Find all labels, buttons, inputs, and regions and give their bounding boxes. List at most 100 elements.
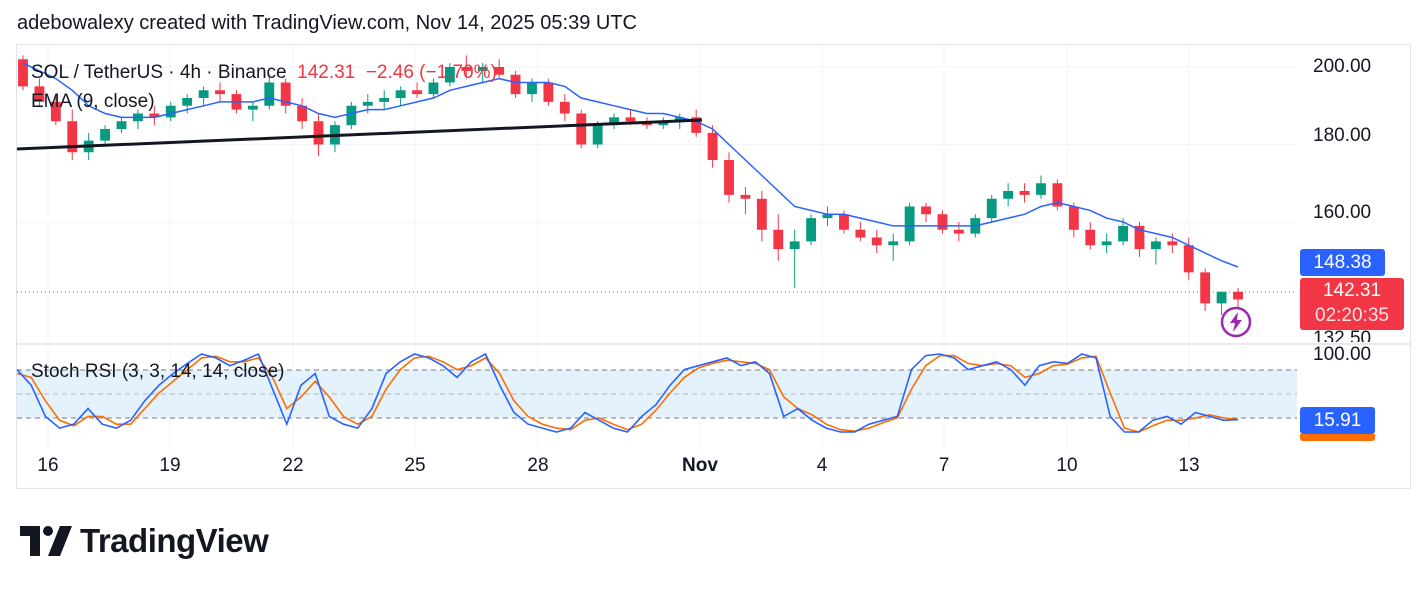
candle[interactable]: [412, 82, 422, 99]
time-axis-label: 16: [37, 455, 59, 476]
candle[interactable]: [428, 78, 439, 98]
candle[interactable]: [1101, 233, 1112, 253]
candle[interactable]: [658, 117, 669, 129]
candle[interactable]: [379, 90, 390, 110]
candle-body: [461, 67, 472, 71]
candle[interactable]: [756, 191, 767, 242]
candle[interactable]: [789, 229, 800, 288]
time-axis-label: 13: [1178, 455, 1200, 476]
last-price-label: 142.31 02:20:35: [1300, 278, 1404, 330]
candle[interactable]: [1003, 183, 1014, 207]
candle[interactable]: [264, 74, 275, 110]
candle[interactable]: [395, 86, 406, 106]
stoch-legend[interactable]: Stoch RSI (3, 3, 14, 14, close): [31, 361, 285, 382]
candle[interactable]: [806, 214, 817, 246]
candle-body: [1003, 191, 1014, 199]
candle[interactable]: [50, 94, 61, 126]
candle[interactable]: [346, 101, 357, 129]
candle[interactable]: [691, 109, 702, 137]
ema-legend[interactable]: EMA (9, close): [31, 91, 155, 112]
candle[interactable]: [724, 152, 734, 203]
candle-body: [871, 237, 882, 246]
candle[interactable]: [1085, 222, 1096, 250]
candle[interactable]: [247, 101, 258, 122]
trendline: [16, 118, 703, 151]
candle-body: [428, 82, 439, 95]
candle[interactable]: [494, 59, 505, 79]
symbol-legend[interactable]: SOL / TetherUS · 4h · Binance 142.31 −2.…: [31, 62, 497, 84]
candle[interactable]: [67, 109, 78, 160]
candle[interactable]: [149, 105, 160, 126]
candle[interactable]: [116, 117, 127, 133]
price-change: −2.46 (−1.70%): [365, 62, 497, 83]
candle[interactable]: [937, 210, 948, 234]
candle[interactable]: [510, 70, 521, 98]
lightning-icon[interactable]: [1220, 306, 1252, 338]
candle[interactable]: [444, 63, 455, 87]
candle[interactable]: [1200, 268, 1211, 312]
candle[interactable]: [1068, 202, 1079, 238]
candle[interactable]: [1036, 175, 1046, 199]
time-axis-label: 7: [938, 455, 950, 476]
candle[interactable]: [855, 222, 866, 242]
candle-body: [789, 241, 800, 250]
candle[interactable]: [871, 229, 882, 253]
candle[interactable]: [953, 222, 964, 242]
symbol-info: SOL / TetherUS · 4h · Binance: [31, 62, 287, 83]
candle[interactable]: [165, 101, 176, 122]
candle[interactable]: [609, 113, 620, 130]
chart-attribution: adebowalexy created with TradingView.com…: [17, 12, 637, 34]
candle-body: [609, 117, 620, 126]
candle[interactable]: [198, 86, 209, 106]
candle[interactable]: [34, 78, 45, 106]
time-axis-label: 4: [816, 455, 828, 476]
candle-body: [67, 121, 78, 153]
candle-body: [1200, 272, 1211, 304]
time-axis-label: Nov: [682, 455, 718, 476]
candle-body: [658, 121, 669, 126]
candle[interactable]: [904, 202, 915, 246]
candle[interactable]: [576, 109, 587, 149]
candle-body: [740, 194, 751, 199]
candle[interactable]: [707, 125, 718, 168]
candle[interactable]: [297, 98, 308, 129]
candle[interactable]: [1052, 179, 1063, 211]
candle[interactable]: [1134, 222, 1145, 257]
stoch-d-value-marker: [1300, 434, 1375, 441]
candle[interactable]: [740, 187, 751, 215]
tradingview-wordmark: TradingView: [80, 522, 269, 559]
candle-body: [198, 90, 209, 98]
candle[interactable]: [215, 82, 225, 102]
candle[interactable]: [1150, 237, 1161, 265]
candle-body: [921, 206, 931, 215]
candle-body: [50, 101, 61, 122]
candle[interactable]: [100, 125, 111, 145]
candle-body: [691, 117, 702, 133]
candle-body: [707, 132, 718, 160]
candle[interactable]: [986, 194, 997, 222]
candle[interactable]: [461, 55, 472, 79]
candle[interactable]: [477, 63, 488, 83]
candle[interactable]: [888, 233, 899, 261]
candle-body: [527, 82, 537, 95]
candle-body: [1216, 291, 1227, 304]
tradingview-logo[interactable]: TradingView: [20, 522, 269, 560]
candle[interactable]: [921, 202, 931, 222]
last-price-label-value: 142.31: [1322, 280, 1382, 301]
candle-body: [1068, 206, 1079, 230]
candle[interactable]: [822, 206, 833, 226]
candle-body: [888, 241, 899, 246]
candle[interactable]: [559, 94, 570, 122]
candle[interactable]: [18, 55, 28, 91]
candle-body: [576, 113, 587, 145]
candle[interactable]: [1233, 287, 1243, 308]
price-tick-180: 180.00: [1313, 125, 1372, 146]
candle[interactable]: [1019, 183, 1030, 203]
candle[interactable]: [280, 78, 291, 114]
candle[interactable]: [773, 214, 784, 261]
candle-body: [412, 90, 422, 95]
last-price-value: 142.31: [297, 62, 356, 83]
candle-body: [313, 121, 324, 145]
candle[interactable]: [1216, 291, 1227, 315]
